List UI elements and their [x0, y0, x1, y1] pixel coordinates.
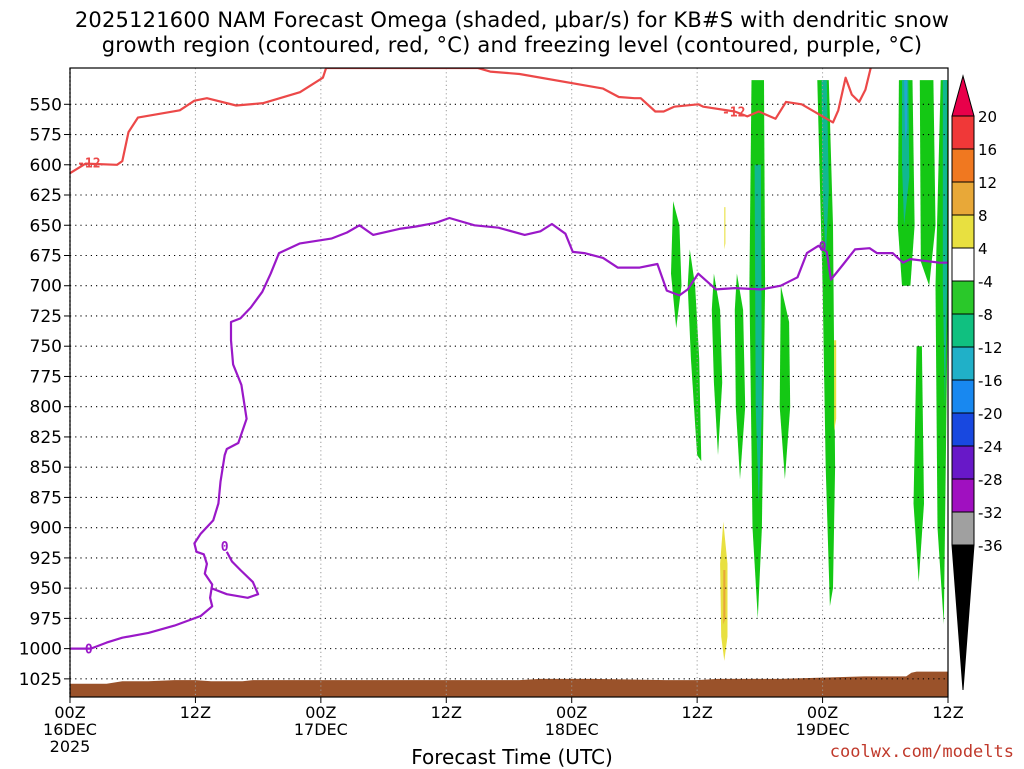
omega-region	[724, 207, 726, 250]
dgz-contour-red	[70, 68, 872, 175]
colorbar-label: -16	[978, 372, 1003, 390]
omega-region	[734, 273, 746, 480]
omega-region	[821, 80, 829, 262]
y-tick-label: 675	[30, 246, 62, 266]
colorbar-label: 12	[978, 174, 997, 192]
chart-title-line-2: growth region (contoured, red, °C) and f…	[101, 33, 923, 57]
x-tick-label: 18DEC	[545, 720, 599, 739]
omega-region	[913, 346, 924, 583]
colorbar-box	[951, 478, 975, 513]
y-tick-label: 925	[30, 549, 62, 569]
y-tick-label: 550	[30, 95, 62, 115]
colorbar-box	[951, 412, 975, 447]
omega-region	[834, 340, 837, 431]
x-tick-label: 12Z	[431, 703, 462, 722]
y-tick-label: 875	[30, 488, 62, 508]
chart-title-line-1: 2025121600 NAM Forecast Omega (shaded, μ…	[74, 8, 950, 32]
omega-region	[671, 201, 682, 329]
omega-region	[817, 80, 836, 607]
contour-label: 0	[85, 643, 93, 658]
x-axis-title: Forecast Time (UTC)	[411, 745, 613, 769]
colorbar-label: -28	[978, 471, 1003, 489]
source-credit: coolwx.com/modelts	[829, 742, 1014, 762]
colorbar-label: 20	[978, 108, 997, 126]
colorbar-box	[951, 379, 975, 414]
y-tick-label: 975	[30, 609, 62, 629]
x-tick-label: 00Z	[305, 703, 336, 722]
y-tick-label: 1025	[19, 670, 62, 690]
freezing-level-contour	[70, 216, 948, 650]
plot-area: -12 -12 0 0 0	[70, 68, 948, 697]
colorbar-box	[951, 181, 975, 216]
contour-label: -12	[722, 106, 745, 121]
colorbar-bottom-triangle	[951, 544, 975, 691]
colorbar-label: -8	[978, 306, 993, 324]
omega-region	[711, 273, 723, 456]
y-tick-label: 1000	[19, 640, 62, 660]
freezing-level-loop	[210, 551, 260, 599]
omega-region	[687, 249, 702, 462]
colorbar-label: -36	[978, 537, 1003, 555]
omega-region	[723, 570, 726, 625]
colorbar-box	[951, 115, 975, 150]
terrain	[70, 671, 948, 697]
colorbar-box	[951, 313, 975, 348]
x-tick-label: 00Z	[807, 703, 838, 722]
colorbar-box	[951, 511, 975, 546]
omega-region	[754, 164, 762, 504]
colorbar-label: -24	[978, 438, 1003, 456]
contour-label: 0	[221, 540, 229, 555]
colorbar-box	[951, 247, 975, 282]
colorbar-box	[951, 280, 975, 315]
y-tick-label: 825	[30, 428, 62, 448]
omega-region	[902, 80, 910, 226]
x-tick-label: 2025	[50, 737, 91, 756]
colorbar-label: -20	[978, 405, 1003, 423]
y-tick-label: 800	[30, 398, 62, 418]
contour-label: -12	[77, 156, 100, 171]
contour-label: 0	[819, 240, 827, 255]
y-tick-label: 775	[30, 367, 62, 387]
x-tick-label: 16DEC	[43, 720, 97, 739]
omega-region	[904, 80, 908, 141]
x-tick-label: 00Z	[556, 703, 587, 722]
x-tick-label: 17DEC	[294, 720, 348, 739]
y-tick-label: 575	[30, 126, 62, 146]
colorbar-label: -32	[978, 504, 1003, 522]
x-tick-label: 12Z	[180, 703, 211, 722]
colorbar-label: -12	[978, 339, 1003, 357]
y-tick-label: 725	[30, 307, 62, 327]
colorbar-label: 4	[978, 240, 988, 258]
omega-region	[779, 285, 791, 480]
y-tick-label: 600	[30, 156, 62, 176]
colorbar-label: -4	[978, 273, 993, 291]
y-tick-label: 700	[30, 277, 62, 297]
colorbar-box	[951, 346, 975, 381]
colorbar-box	[951, 445, 975, 480]
colorbar-top-triangle	[951, 74, 975, 117]
colorbar-label: 8	[978, 207, 988, 225]
omega-region	[919, 80, 936, 286]
x-tick-label: 12Z	[932, 703, 963, 722]
colorbar-box	[951, 148, 975, 183]
y-tick-label: 900	[30, 519, 62, 539]
y-tick-label: 850	[30, 458, 62, 478]
x-tick-label: 00Z	[54, 703, 85, 722]
y-tick-label: 750	[30, 337, 62, 357]
y-tick-label: 650	[30, 216, 62, 236]
x-tick-label: 12Z	[681, 703, 712, 722]
omega-region	[942, 80, 947, 407]
colorbar-box	[951, 214, 975, 249]
plot-frame	[69, 67, 949, 698]
colorbar-label: 16	[978, 141, 997, 159]
x-tick-label: 19DEC	[796, 720, 850, 739]
y-tick-label: 950	[30, 579, 62, 599]
y-tick-label: 625	[30, 186, 62, 206]
